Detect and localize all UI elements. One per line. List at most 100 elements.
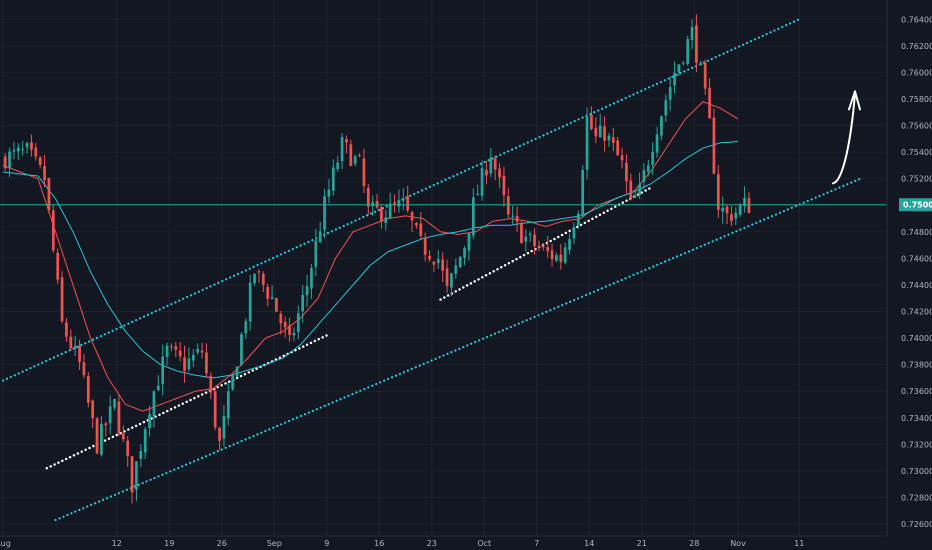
candle-up	[463, 248, 466, 258]
candle-up	[305, 286, 309, 296]
candle-down	[95, 418, 99, 454]
time-axis[interactable]: Aug 12 19 26 Sep 9 16 23 Oct 7 14 21 28 Nov 11	[0, 539, 804, 548]
candle-down	[30, 142, 33, 150]
candle-down	[594, 127, 598, 137]
candle-down	[82, 362, 86, 376]
candle-down	[91, 400, 95, 419]
candle-up	[563, 247, 567, 263]
candle-down	[747, 198, 751, 214]
candle-up	[388, 203, 392, 219]
x-tick-label: 28	[689, 539, 699, 548]
y-tick-label: 0.75200	[901, 175, 932, 184]
candle-up	[191, 354, 195, 361]
candle-down	[257, 271, 261, 273]
candle-up	[476, 194, 480, 196]
candle-up	[231, 374, 235, 390]
x-tick-label: Oct	[477, 539, 491, 548]
candle-up	[148, 414, 151, 428]
candle-down	[218, 427, 221, 441]
candle-up	[8, 151, 11, 169]
candle-up	[489, 157, 493, 174]
candle-down	[485, 169, 488, 176]
candle-down	[104, 423, 108, 426]
candle-up	[143, 429, 147, 453]
candle-down	[78, 345, 81, 362]
x-tick-label: 12	[112, 539, 122, 548]
candle-up	[113, 398, 116, 408]
candle-up	[222, 415, 226, 439]
candle-up	[738, 205, 742, 215]
candle-down	[625, 162, 628, 182]
candle-up	[555, 255, 558, 261]
candle-up	[568, 239, 571, 250]
candle-down	[415, 222, 418, 226]
candle-up	[353, 156, 357, 164]
y-tick-label: 0.74000	[901, 334, 932, 343]
candle-down	[708, 87, 711, 119]
candle-down	[288, 325, 291, 335]
candle-down	[515, 215, 519, 222]
candle-down	[432, 261, 436, 265]
candle-down	[130, 456, 134, 493]
candle-up	[528, 234, 532, 236]
candle-down	[3, 156, 7, 169]
candle-up	[436, 259, 440, 263]
candle-down	[209, 375, 213, 393]
candle-down	[380, 206, 383, 222]
x-tick-label: Aug	[0, 539, 11, 548]
candle-down	[445, 268, 449, 286]
candle-up	[511, 215, 515, 217]
candle-up	[651, 151, 655, 165]
candle-down	[620, 155, 624, 161]
candle-down	[200, 350, 204, 353]
candle-up	[152, 391, 156, 417]
candle-up	[196, 348, 200, 353]
candle-down	[419, 223, 423, 236]
x-tick-label: 26	[217, 539, 227, 548]
grid-lines	[0, 0, 887, 536]
candle-up	[331, 167, 335, 191]
x-tick-label: Nov	[730, 539, 746, 548]
candle-up	[467, 233, 471, 251]
y-tick-label: 0.74600	[901, 254, 932, 263]
y-tick-label: 0.73600	[901, 387, 932, 396]
candle-up	[16, 147, 20, 152]
candle-up	[686, 38, 690, 64]
y-tick-label: 0.74200	[901, 308, 932, 317]
candle-up	[598, 125, 602, 138]
candle-down	[611, 137, 615, 143]
candle-up	[296, 313, 300, 332]
candle-up	[450, 273, 453, 288]
y-tick-label: 0.73200	[901, 440, 932, 449]
candle-up	[100, 423, 103, 455]
candle-down	[730, 214, 733, 222]
candle-up	[681, 62, 685, 64]
candle-up	[655, 134, 659, 153]
y-tick-label: 0.76200	[901, 42, 932, 51]
candle-down	[170, 346, 173, 348]
candle-up	[21, 149, 25, 151]
candle-up	[253, 273, 256, 284]
candle-up	[721, 207, 725, 212]
candle-up	[480, 168, 484, 196]
candle-down	[533, 234, 536, 246]
candle-down	[502, 175, 506, 196]
candle-up	[310, 268, 313, 289]
candle-up	[458, 256, 462, 268]
candle-up	[235, 366, 239, 377]
candle-down	[358, 155, 361, 157]
candle-down	[174, 346, 178, 350]
current-price-badge: 0.75004	[899, 198, 932, 212]
candle-up	[699, 62, 703, 66]
candle-down	[121, 433, 125, 440]
x-tick-label: 19	[164, 539, 174, 548]
candle-down	[43, 165, 46, 181]
candle-up	[156, 385, 160, 391]
candle-down	[703, 62, 707, 89]
y-tick-label: 0.75600	[901, 122, 932, 131]
price-axis[interactable]: 0.72600 0.72800 0.73000 0.73200 0.73400 0.736…	[901, 15, 932, 529]
candle-up	[642, 170, 646, 182]
candle-down	[279, 313, 283, 324]
candle-up	[73, 346, 77, 349]
